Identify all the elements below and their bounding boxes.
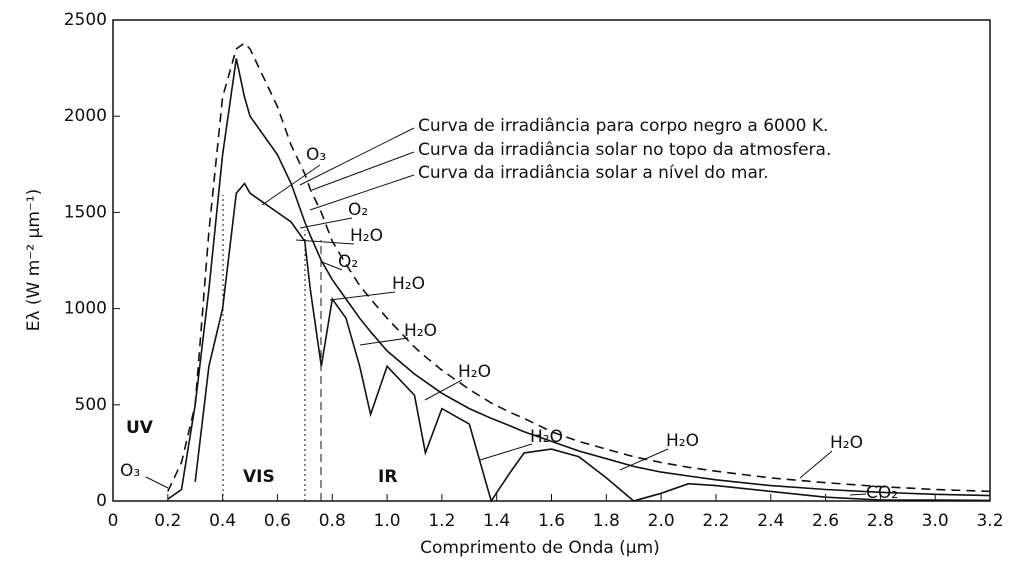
x-tick-label: 1.4: [483, 511, 510, 531]
x-tick-label: 0.8: [319, 511, 346, 531]
annotation: H₂O: [350, 226, 383, 246]
annotation: H₂O: [666, 431, 699, 451]
y-tick-label: 2500: [64, 10, 107, 30]
leader: [299, 127, 415, 186]
x-axis-label: Comprimento de Onda (µm): [420, 538, 660, 558]
x-tick-label: 2.2: [702, 511, 729, 531]
annotations: O₃ O₂ H₂O O₂ H₂O H₂O H₂O H₂O H₂O H₂O CO₂…: [120, 145, 898, 503]
y-tick-label: 500: [75, 395, 107, 415]
annotation: O₂: [348, 200, 368, 220]
annotation: O₃: [120, 461, 140, 481]
y-tick-label: 0: [96, 491, 107, 511]
annotation: H₂O: [392, 274, 425, 294]
y-tick-label: 2000: [64, 106, 107, 126]
annotation: H₂O: [404, 321, 437, 341]
leader: [309, 174, 415, 211]
x-tick-label: 0.6: [264, 511, 291, 531]
annotation: O₃: [306, 145, 326, 165]
annotation: H₂O: [830, 433, 863, 453]
annotation: O₂: [338, 252, 358, 272]
leader: [145, 164, 867, 496]
x-tick-label: 1.0: [374, 511, 401, 531]
x-tick-label: 2.8: [867, 511, 894, 531]
x-tick-label: 3.0: [922, 511, 949, 531]
legend: Curva de irradiância para corpo negro a …: [299, 116, 831, 211]
series-line: [194, 182, 991, 503]
x-tick-label: 1.2: [428, 511, 455, 531]
x-tick-label: 1.6: [538, 511, 565, 531]
y-tick-label: 1000: [64, 299, 107, 319]
y-tick-label: 1500: [64, 202, 107, 222]
legend-label: Curva da irradiância solar no topo da at…: [418, 140, 831, 160]
x-tick-label: 0.2: [154, 511, 181, 531]
legend-label: Curva de irradiância para corpo negro a …: [418, 116, 828, 136]
series-line: [167, 42, 991, 493]
annotation: H₂O: [458, 362, 491, 382]
annotation: IR: [378, 467, 397, 487]
x-tick-label: 1.8: [593, 511, 620, 531]
x-tick-label: 2.0: [648, 511, 675, 531]
series-line: [167, 58, 991, 500]
x-tick-label: 2.4: [757, 511, 784, 531]
x-tick-label: 2.6: [812, 511, 839, 531]
y-axis-label: Eλ (W m⁻² µm⁻¹): [24, 189, 44, 332]
x-tick-label: 0: [108, 511, 119, 531]
legend-label: Curva da irradiância solar a nível do ma…: [418, 163, 769, 183]
boundaries: [222, 195, 322, 501]
x-tick-label: 0.4: [209, 511, 236, 531]
leader: [311, 151, 415, 191]
x-tick-label: 3.2: [976, 511, 1003, 531]
annotation: VIS: [243, 467, 275, 487]
annotation: UV: [126, 418, 154, 438]
